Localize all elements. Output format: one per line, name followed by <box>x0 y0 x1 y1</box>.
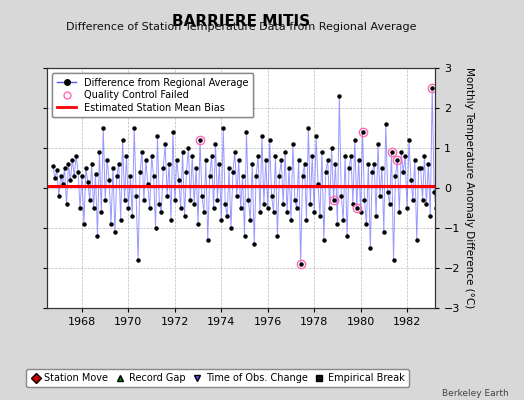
Legend: Station Move, Record Gap, Time of Obs. Change, Empirical Break: Station Move, Record Gap, Time of Obs. C… <box>26 369 409 387</box>
Text: BARRIERE MITIS: BARRIERE MITIS <box>172 14 310 29</box>
Text: Berkeley Earth: Berkeley Earth <box>442 389 508 398</box>
Text: Difference of Station Temperature Data from Regional Average: Difference of Station Temperature Data f… <box>66 22 416 32</box>
Legend: Difference from Regional Average, Quality Control Failed, Estimated Station Mean: Difference from Regional Average, Qualit… <box>52 73 254 118</box>
Y-axis label: Monthly Temperature Anomaly Difference (°C): Monthly Temperature Anomaly Difference (… <box>464 67 474 309</box>
